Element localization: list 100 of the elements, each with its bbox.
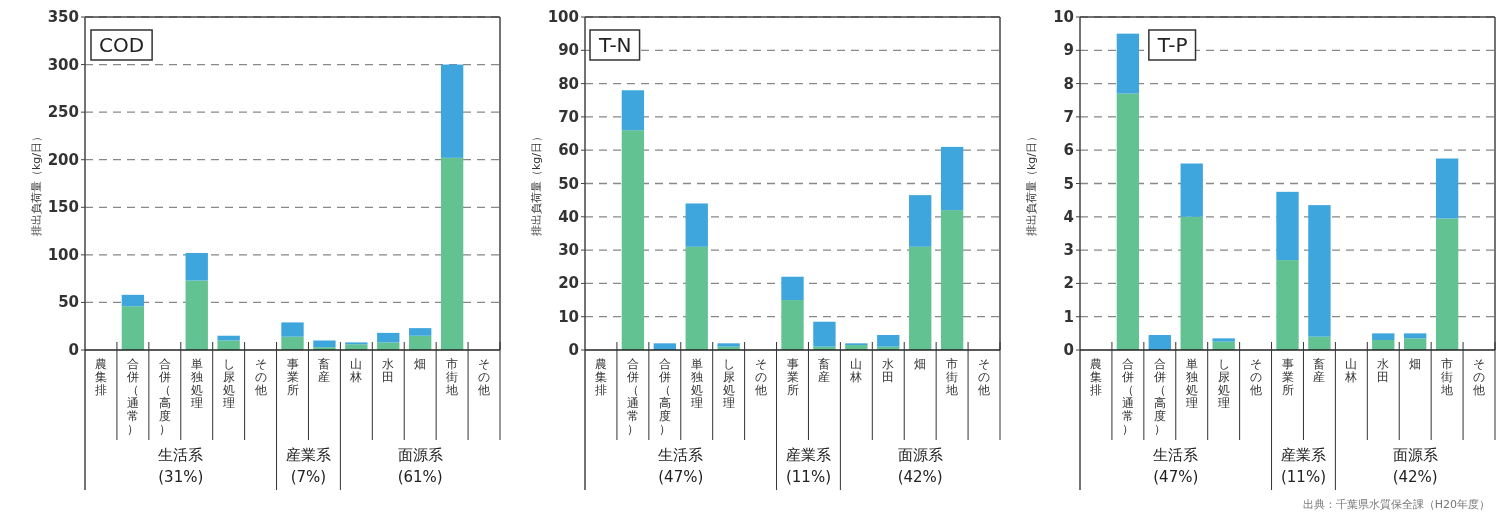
x-tick-label: 畑	[1409, 357, 1422, 371]
bar	[877, 335, 900, 347]
text: 生活系 (31%)	[158, 446, 204, 486]
x-tick-label: 畜産	[818, 357, 831, 384]
y-tick-label: 100	[47, 245, 79, 264]
bar	[621, 130, 645, 350]
x-tick-label: 山林	[349, 357, 363, 384]
text: 面源系 (61%)	[397, 446, 443, 486]
bar	[313, 340, 336, 348]
text: 産業系 (11%)	[785, 446, 831, 486]
bar	[377, 332, 400, 343]
y-axis-title: 排出負荷量（kg/日）	[530, 130, 543, 237]
x-tick-label: 単独処理	[190, 357, 203, 410]
x-tick-label: 市街地	[945, 357, 959, 397]
x-tick-label: 合併（通常）	[625, 357, 639, 436]
x-tick-label: 農集排	[94, 357, 107, 397]
bar	[217, 340, 240, 350]
x-tick-label: 畜産	[318, 357, 331, 384]
y-tick-label: 10	[1053, 8, 1074, 26]
text: 産業系 (7%)	[285, 446, 331, 486]
y-tick-label: 250	[47, 103, 79, 122]
y-tick-label: 4	[1063, 207, 1074, 226]
x-tick-label: 山林	[849, 357, 863, 384]
y-axis-title: 排出負荷量（kg/日）	[1025, 130, 1038, 237]
x-tick-label: 単独処理	[1185, 357, 1198, 410]
bar	[1404, 333, 1427, 339]
x-tick-label: 山林	[1344, 357, 1358, 384]
bar	[813, 321, 836, 347]
y-tick-label: 200	[47, 150, 79, 169]
bar	[1180, 216, 1203, 350]
y-tick-label: 2	[1063, 274, 1074, 293]
bar	[1308, 205, 1331, 337]
bar	[1276, 260, 1299, 350]
x-tick-label: 事業所	[786, 357, 799, 397]
y-tick-label: 6	[1063, 141, 1074, 160]
x-tick-label: 畑	[414, 357, 427, 371]
x-tick-label: 合併（通常）	[1120, 357, 1134, 436]
bar	[1148, 335, 1171, 350]
x-tick-label: 合併（高度）	[1152, 357, 1166, 436]
text: 生活系 (47%)	[658, 446, 704, 486]
x-tick-label: し尿処理	[722, 357, 735, 410]
x-tick-label: 水田	[882, 357, 895, 384]
y-tick-label: 60	[558, 141, 579, 160]
y-tick-label: 150	[47, 198, 79, 217]
bar	[909, 195, 932, 247]
bar	[1435, 158, 1459, 219]
bar	[940, 146, 964, 211]
x-tick-label: 畑	[914, 357, 927, 371]
text: 生活系 (47%)	[1153, 446, 1199, 486]
x-tick-label: その他	[478, 357, 491, 397]
y-tick-label: 30	[558, 241, 579, 260]
y-tick-label: 0	[1063, 341, 1074, 359]
bar	[440, 157, 464, 350]
y-tick-label: 10	[558, 307, 579, 326]
x-tick-label: 市街地	[1440, 357, 1454, 397]
bar	[185, 252, 208, 281]
bar	[685, 246, 708, 350]
x-tick-label: 合併（高度）	[657, 357, 671, 436]
x-tick-label: 合併（高度）	[157, 357, 171, 436]
text: T-N	[598, 33, 632, 57]
x-tick-label: 事業所	[1281, 357, 1294, 397]
bar	[1404, 338, 1427, 350]
x-tick-label: 事業所	[286, 357, 299, 397]
text: COD	[99, 33, 145, 57]
bar	[281, 336, 304, 350]
y-tick-label: 5	[1063, 174, 1074, 193]
y-tick-label: 50	[58, 293, 79, 312]
x-tick-label: 合併（通常）	[125, 357, 139, 436]
x-tick-label: 農集排	[1089, 357, 1102, 397]
x-tick-label: 単独処理	[690, 357, 703, 410]
bar	[121, 294, 145, 307]
x-tick-label: 水田	[1377, 357, 1390, 384]
bar	[440, 64, 464, 158]
bar	[1116, 33, 1140, 94]
y-tick-label: 350	[47, 8, 79, 26]
y-tick-label: 3	[1063, 241, 1074, 260]
x-tick-label: その他	[978, 357, 991, 397]
y-tick-label: 0	[568, 341, 579, 359]
x-tick-label: し尿処理	[222, 357, 235, 410]
bar	[685, 203, 708, 247]
x-tick-label: し尿処理	[1217, 357, 1230, 410]
y-tick-label: 40	[558, 207, 579, 226]
bar	[185, 280, 208, 350]
y-tick-label: 20	[558, 274, 579, 293]
text: T-P	[1156, 33, 1188, 57]
bar	[377, 342, 400, 350]
y-tick-label: 50	[558, 174, 579, 193]
y-tick-label: 1	[1063, 307, 1074, 326]
bar	[345, 344, 368, 350]
text: 面源系 (42%)	[897, 446, 943, 486]
source-note: 出典：千葉県水質保全課（H20年度）	[1302, 498, 1490, 511]
bar	[1276, 191, 1299, 261]
y-tick-label: 9	[1063, 41, 1074, 60]
bar	[1212, 338, 1235, 342]
bar	[1308, 336, 1331, 350]
bar	[1116, 93, 1140, 350]
bar	[1435, 218, 1459, 350]
x-tick-label: 市街地	[445, 357, 459, 397]
y-axis-title: 排出負荷量（kg/日）	[30, 130, 43, 237]
bar	[781, 300, 804, 350]
